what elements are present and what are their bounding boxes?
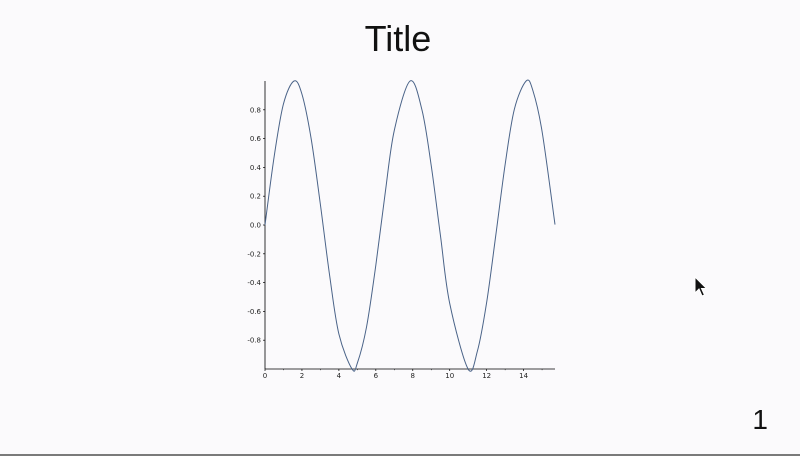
chart-ticks: -0.8 -0.6 -0.4 -0.2 0.0 0.2 0.4 0.6 0.8 0 2 4 6 8 10 12… — [247, 106, 543, 380]
y-tick-label: 0.4 — [250, 164, 262, 172]
y-tick-label: 0.2 — [250, 193, 261, 201]
x-tick-label: 8 — [411, 372, 415, 380]
y-tick-label: -0.2 — [247, 250, 261, 258]
x-tick-label: 12 — [482, 372, 491, 380]
sine-series-line — [264, 79, 556, 372]
page-number: 1 — [752, 404, 768, 435]
y-tick-label: 0.8 — [250, 106, 261, 114]
y-tick-label: 0.0 — [250, 222, 261, 230]
x-tick-label: 14 — [519, 372, 528, 380]
mouse-cursor-icon — [694, 276, 708, 297]
slide-title: Title — [364, 18, 432, 59]
y-tick-label: -0.8 — [247, 337, 261, 345]
chart-series — [264, 79, 556, 372]
x-tick-label: 4 — [337, 372, 342, 380]
bottom-divider — [0, 454, 800, 456]
y-tick-label: -0.6 — [247, 308, 261, 316]
y-tick-label: 0.6 — [250, 135, 262, 143]
x-tick-label: 0 — [263, 372, 267, 380]
x-tick-label: 10 — [445, 372, 454, 380]
x-tick-label: 6 — [374, 372, 379, 380]
y-tick-label: -0.4 — [247, 279, 261, 287]
x-tick-label: 2 — [300, 372, 304, 380]
